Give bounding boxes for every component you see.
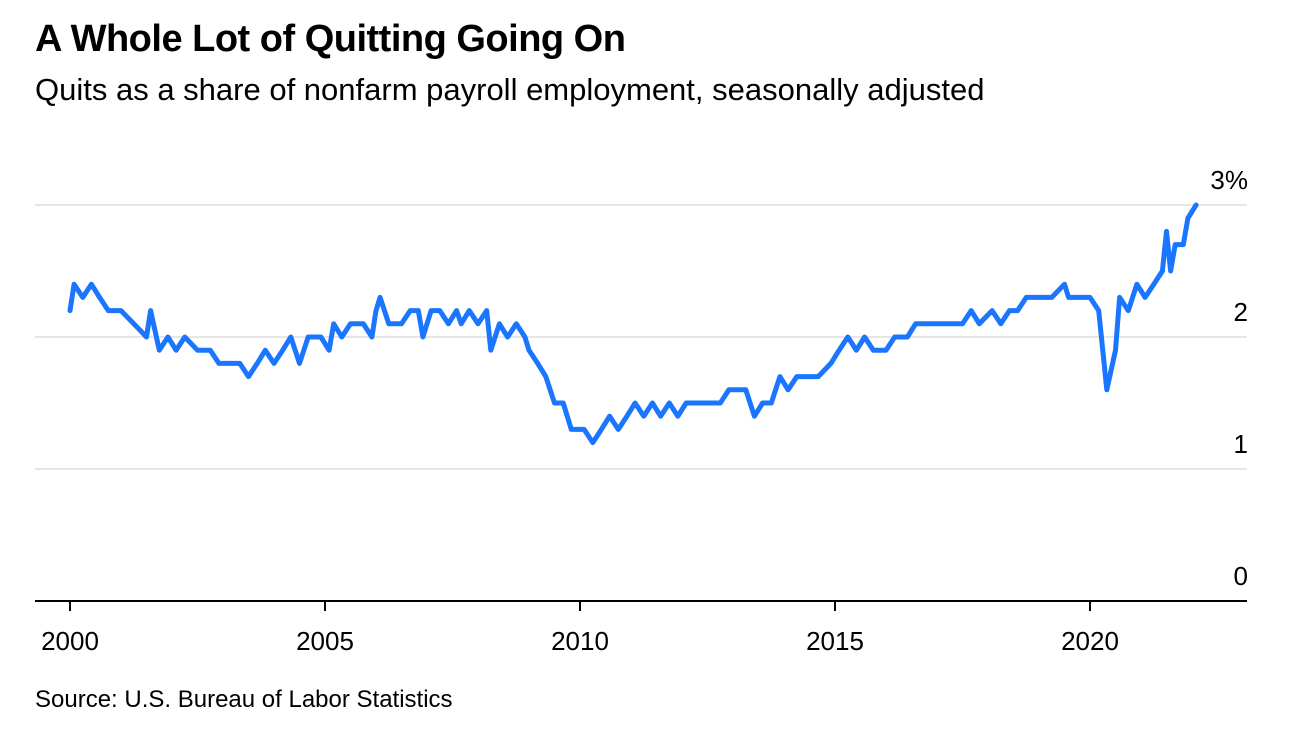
y-axis-ticks: 0 1 2 3% (1210, 165, 1248, 591)
y-tick-label-1: 1 (1234, 429, 1248, 459)
quits-rate-line (67, 202, 1199, 446)
x-tick-label-2020: 2020 (1061, 626, 1119, 656)
x-tick-label-2005: 2005 (296, 626, 354, 656)
y-tick-label-0: 0 (1234, 561, 1248, 591)
chart-title: A Whole Lot of Quitting Going On (35, 18, 626, 60)
chart-subtitle: Quits as a share of nonfarm payroll empl… (35, 72, 985, 107)
y-tick-label-2: 2 (1234, 297, 1248, 327)
x-axis-ticks: 2000 2005 2010 2015 2020 (41, 601, 1119, 656)
x-tick-label-2000: 2000 (41, 626, 99, 656)
gridlines (35, 204, 1247, 470)
source-note: Source: U.S. Bureau of Labor Statistics (35, 686, 453, 713)
x-tick-label-2010: 2010 (551, 626, 609, 656)
x-tick-label-2015: 2015 (806, 626, 864, 656)
y-tick-label-3: 3% (1210, 165, 1248, 195)
